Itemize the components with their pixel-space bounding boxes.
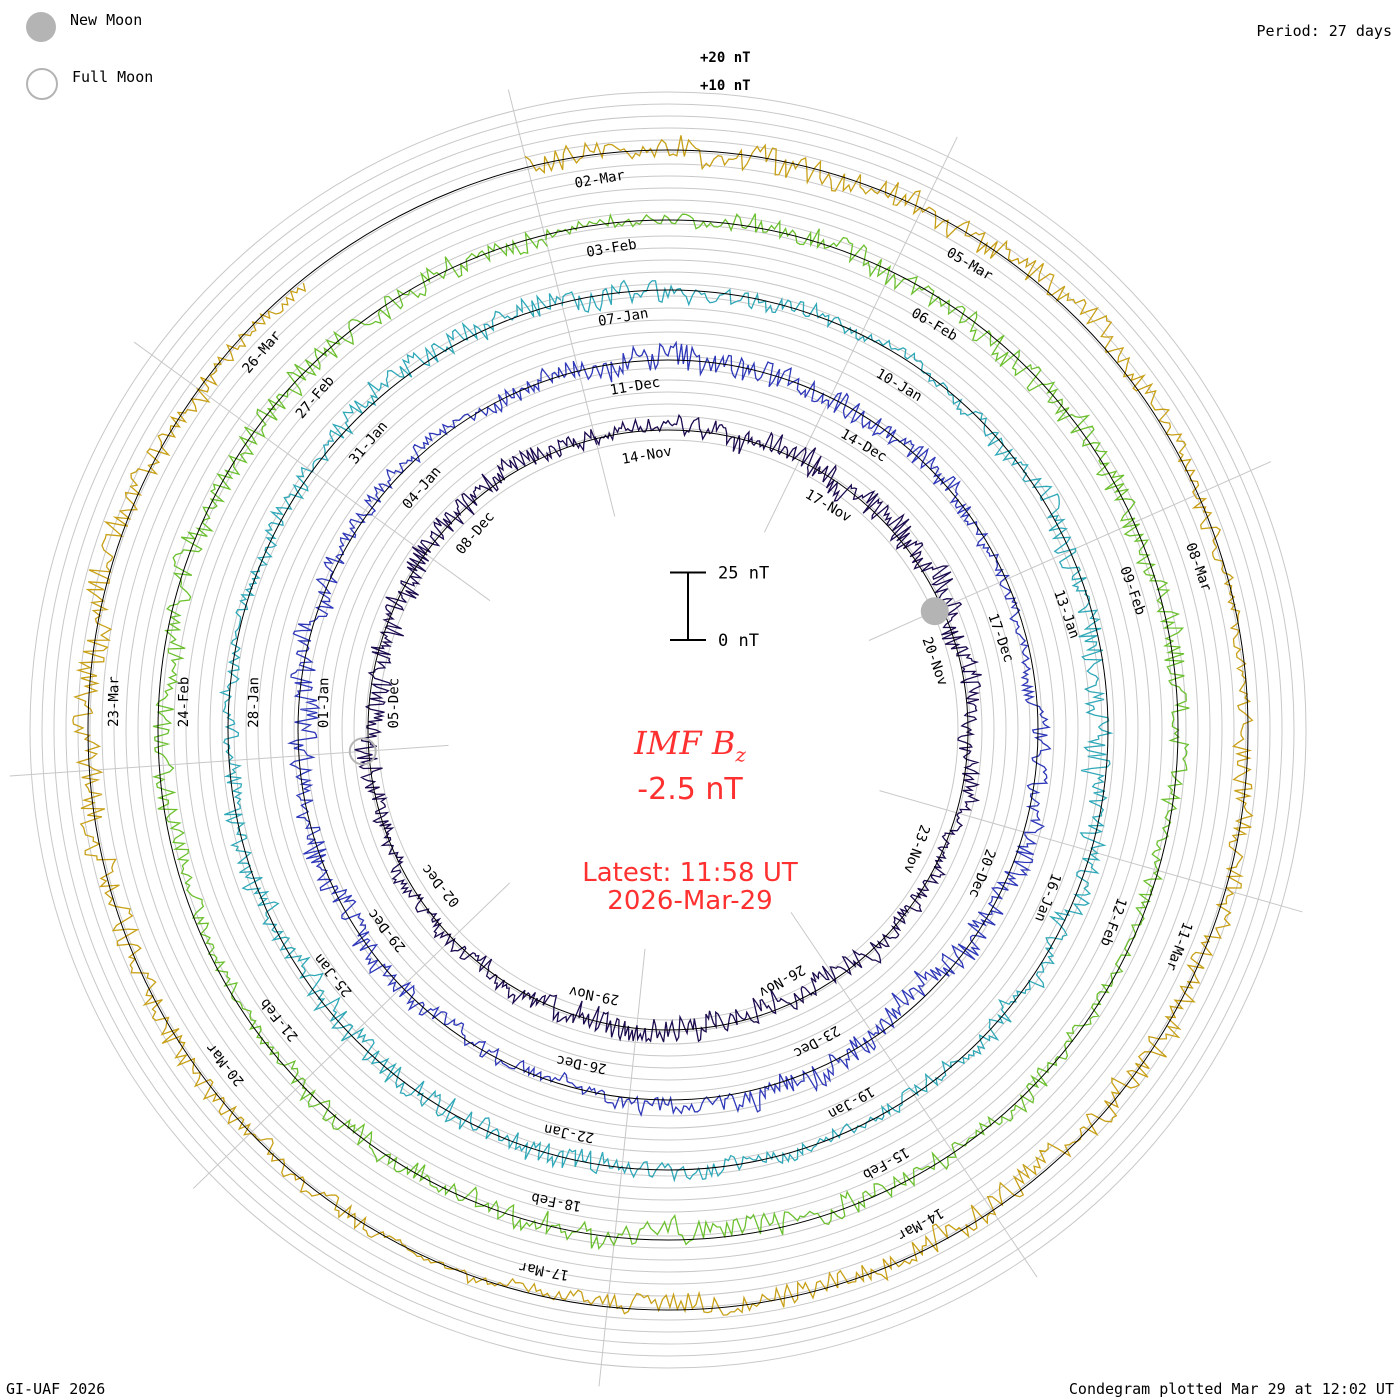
latest-time: Latest: 11:58 UT [582, 858, 798, 888]
date-label: 29-Nov [568, 983, 621, 1008]
grid-ring [185, 247, 1151, 1213]
full-moon-marker [348, 737, 377, 766]
grid-ring [269, 331, 1067, 1129]
zero-line [157, 219, 1179, 1241]
date-label: 20-Dec [966, 847, 999, 900]
trace-cycle-1 [354, 413, 982, 1043]
grid-ring [209, 271, 1127, 1189]
date-label: 23-Nov [900, 822, 933, 875]
grid-ring [101, 163, 1235, 1297]
date-label: 26-Nov [756, 961, 808, 1000]
grid-ring [53, 115, 1283, 1345]
grid-ring [329, 391, 1007, 1069]
zero-line [367, 429, 969, 1031]
date-label: 08-Dec [453, 509, 498, 558]
date-label: 22-Jan [543, 1120, 596, 1145]
parameter-title-sub: z [735, 742, 746, 767]
scale-label: +20 nT [700, 50, 751, 66]
legend-new-moon: New Moon [26, 11, 143, 42]
date-label: 01-Jan [316, 677, 332, 728]
grid-ring [149, 211, 1187, 1249]
date-label: 19-Jan [825, 1083, 877, 1122]
grid-ring [341, 403, 995, 1057]
zero-line [87, 149, 1249, 1311]
period-label: Period: 27 days [1256, 22, 1392, 40]
grid-ring [221, 283, 1115, 1177]
date-label: 05-Dec [386, 678, 402, 729]
scale-bar-bottom-label: 0 nT [718, 631, 759, 651]
grid-ring [125, 187, 1211, 1273]
date-label: 13-Jan [1050, 588, 1082, 641]
grid-ring [29, 91, 1307, 1369]
date-label: 11-Dec [609, 374, 662, 398]
date-label: 29-Dec [365, 906, 410, 955]
date-label: 12-Feb [1097, 895, 1130, 948]
credit-label: GI-UAF 2026 [6, 1380, 106, 1398]
grid-ring [161, 223, 1175, 1237]
grid-ring [197, 259, 1139, 1201]
moon-markers [348, 597, 949, 766]
grid-ring [257, 319, 1079, 1141]
parameter-title: IMF Bz [490, 724, 890, 766]
trace-cycle-5 [72, 135, 1254, 1316]
date-label: 23-Mar [106, 676, 122, 727]
date-label: 04-Jan [400, 464, 445, 513]
scale-labels: +20 nT +10 nT [700, 50, 751, 94]
legend-full-moon: Full Moon [26, 68, 153, 100]
latest-date: 2026-Mar-29 [607, 886, 773, 916]
date-label: 28-Jan [246, 677, 262, 728]
parameter-title-main: IMF B [634, 724, 736, 762]
date-label: 27-Feb [293, 373, 338, 422]
date-label: 11-Mar [1163, 920, 1196, 973]
new-moon-marker [920, 597, 949, 626]
scale-bar: 25 nT 0 nT [670, 564, 769, 651]
zero-line [227, 289, 1109, 1171]
date-label: 10-Jan [873, 366, 925, 405]
scale-bar-top-label: 25 nT [718, 564, 769, 584]
grid-ring [65, 127, 1271, 1333]
grid-ring [173, 235, 1163, 1225]
zero-line [297, 359, 1039, 1101]
date-label: 21-Feb [257, 995, 302, 1044]
date-label: 18-Feb [530, 1189, 583, 1214]
date-label: 02-Dec [419, 861, 464, 910]
zero-lines [87, 149, 1249, 1311]
grid-ring [113, 175, 1223, 1285]
new-moon-label: New Moon [70, 11, 143, 29]
grid-ring [281, 343, 1055, 1117]
date-label: 20-Nov [918, 635, 950, 688]
grid-ring [317, 379, 1019, 1081]
ring-grid [29, 91, 1307, 1369]
full-moon-label: Full Moon [72, 68, 154, 86]
grid-ring [305, 367, 1031, 1093]
trace-cycle-4 [151, 213, 1190, 1250]
date-label: 14-Nov [621, 443, 674, 467]
plotted-label: Condegram plotted Mar 29 at 12:02 UT [1068, 1380, 1394, 1398]
latest-value: -2.5 nT [637, 772, 743, 807]
grid-ring [137, 199, 1199, 1261]
grid-ring [353, 415, 983, 1045]
date-label: 26-Dec [555, 1052, 608, 1077]
trace-cycle-2 [287, 340, 1052, 1118]
date-label: 24-Feb [176, 677, 192, 728]
date-label: 08-Mar [1182, 541, 1214, 594]
grid-ring [41, 103, 1295, 1357]
date-label: 31-Jan [346, 418, 391, 467]
date-label: 07-Jan [597, 305, 650, 329]
grid-ring [377, 439, 959, 1021]
full-moon-icon [26, 68, 58, 100]
new-moon-icon [26, 12, 56, 42]
grid-ring [245, 307, 1091, 1153]
date-label: 03-Feb [585, 236, 638, 260]
scale-label: +10 nT [700, 78, 751, 94]
